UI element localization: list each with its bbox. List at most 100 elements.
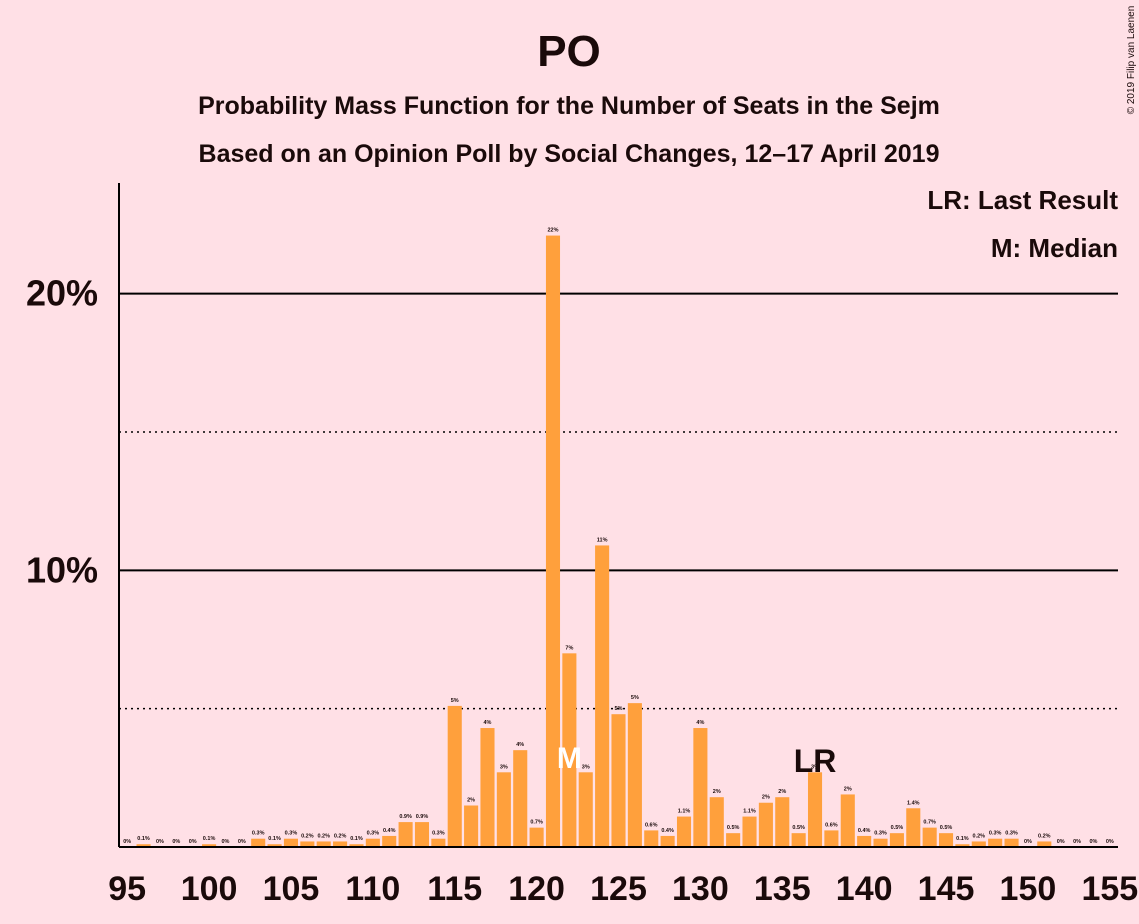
legend-entry: LR: Last Result <box>927 185 1118 215</box>
data-label: 0.1% <box>203 836 216 842</box>
bar <box>398 822 413 847</box>
data-label: 0% <box>221 839 229 845</box>
bar <box>709 797 724 847</box>
bar <box>824 830 839 847</box>
data-label: 5% <box>615 706 623 712</box>
bar <box>316 841 331 847</box>
bar <box>480 728 495 847</box>
data-label: 0.1% <box>956 836 969 842</box>
bar <box>938 833 954 847</box>
bar <box>365 838 380 847</box>
bar <box>529 827 544 847</box>
data-label: 5% <box>451 698 459 704</box>
x-tick-label: 125 <box>590 870 647 908</box>
data-label: 0.4% <box>661 828 674 834</box>
bar <box>562 653 577 847</box>
data-label: 0% <box>156 839 164 845</box>
data-label: 2% <box>713 789 721 795</box>
bar <box>1037 841 1052 847</box>
data-label: 0.4% <box>858 828 871 834</box>
bar <box>1004 838 1019 847</box>
data-label: 0.2% <box>317 833 330 839</box>
data-label: 3% <box>582 764 590 770</box>
bar <box>726 833 741 847</box>
bar <box>545 235 561 848</box>
data-label: 0.3% <box>432 831 445 837</box>
bar <box>578 772 593 847</box>
bar <box>758 802 773 847</box>
bar <box>513 750 528 847</box>
chart-title: PO <box>537 27 601 76</box>
data-label: 0% <box>1024 839 1032 845</box>
bar <box>906 808 921 847</box>
bar <box>840 794 855 847</box>
data-label: 2% <box>778 789 786 795</box>
data-label: 0.5% <box>792 825 805 831</box>
data-label: 0% <box>172 839 180 845</box>
data-label: 0.1% <box>268 836 281 842</box>
data-label: 0% <box>238 839 246 845</box>
bar <box>595 545 610 847</box>
data-label: 0.3% <box>252 831 265 837</box>
data-label: 0% <box>189 839 197 845</box>
data-label: 0.7% <box>923 820 936 826</box>
data-label: 0.2% <box>1038 833 1051 839</box>
data-label: 0% <box>1089 839 1097 845</box>
annotation: LR <box>794 743 837 779</box>
data-label: 0.3% <box>285 831 298 837</box>
data-label: 0.3% <box>989 831 1002 837</box>
data-label: 11% <box>597 537 608 543</box>
credit: © 2019 Filip van Laenen <box>1126 6 1137 115</box>
bar <box>775 797 790 847</box>
data-label: 0.1% <box>350 836 363 842</box>
data-label: 1.4% <box>907 800 920 806</box>
data-label: 0.2% <box>301 833 314 839</box>
data-label: 4% <box>696 720 704 726</box>
bar <box>496 772 511 847</box>
bar <box>202 844 217 847</box>
data-label: 0.6% <box>825 822 838 828</box>
bar <box>283 838 299 847</box>
data-label: 3% <box>811 764 819 770</box>
bar <box>333 841 348 847</box>
x-tick-label: 145 <box>918 870 975 908</box>
y-tick-label: 10% <box>26 549 98 590</box>
bar <box>676 816 692 847</box>
data-label: 0.6% <box>645 822 658 828</box>
bar <box>742 816 757 847</box>
bar <box>382 835 397 847</box>
data-label: 0% <box>123 839 131 845</box>
bar <box>889 833 904 847</box>
bar <box>857 835 872 847</box>
bar <box>251 838 266 847</box>
data-label: 0% <box>1073 839 1081 845</box>
data-label: 0.3% <box>367 831 380 837</box>
data-label: 2% <box>762 795 770 801</box>
data-label: 1.1% <box>743 809 756 815</box>
data-label: 0.1% <box>137 836 150 842</box>
data-label: 2% <box>467 798 475 804</box>
bar <box>136 844 151 847</box>
x-tick-label: 105 <box>263 870 320 908</box>
data-label: 4% <box>516 742 524 748</box>
data-label: 2% <box>844 786 852 792</box>
bar <box>627 703 642 847</box>
x-tick-label: 120 <box>508 870 565 908</box>
bar <box>971 841 986 847</box>
bar <box>873 838 888 847</box>
data-label: 0% <box>1106 839 1114 845</box>
data-label: 0.7% <box>530 820 543 826</box>
legend-entry: M: Median <box>991 233 1118 263</box>
bar <box>807 772 823 847</box>
x-tick-label: 130 <box>672 870 729 908</box>
annotation: M <box>557 742 582 775</box>
x-tick-label: 115 <box>427 870 482 908</box>
data-label: 0.3% <box>874 831 887 837</box>
x-tick-label: 155 <box>1081 870 1138 908</box>
data-label: 0.9% <box>399 814 412 820</box>
data-label: 0.5% <box>727 825 740 831</box>
data-label: 0.9% <box>416 814 429 820</box>
bar <box>267 844 282 847</box>
data-label: 4% <box>484 720 492 726</box>
